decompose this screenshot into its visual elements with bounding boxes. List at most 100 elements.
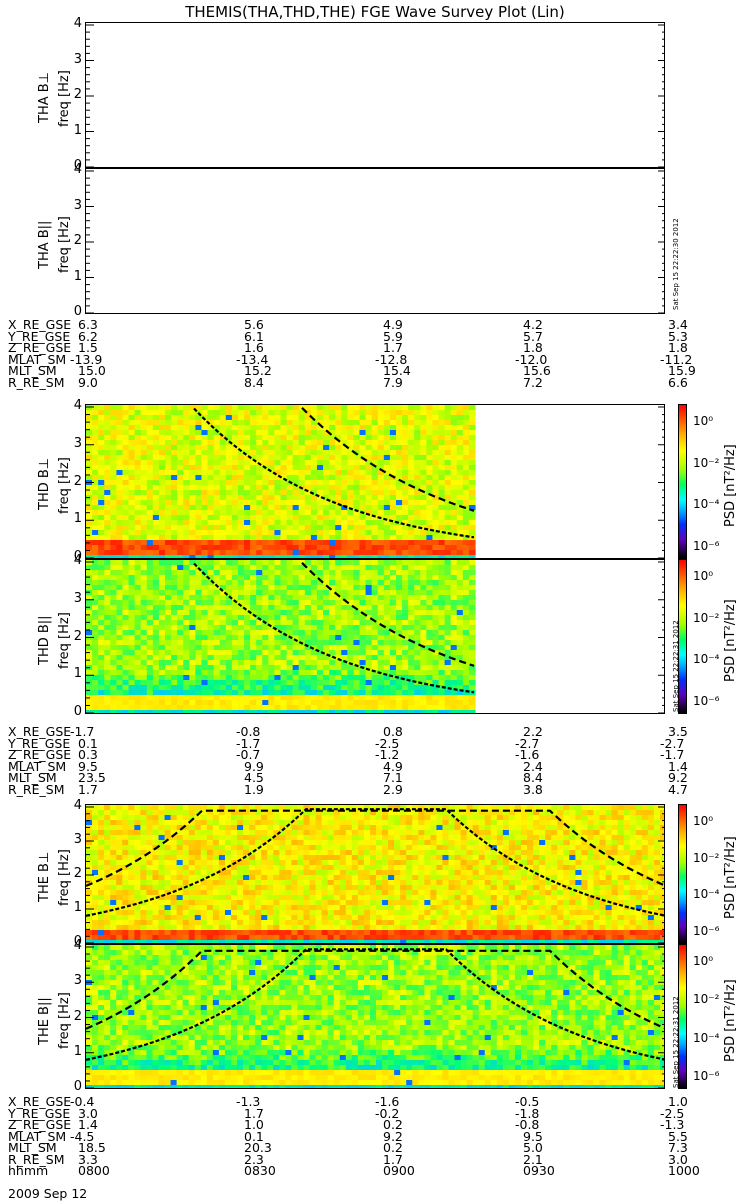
axis-unit-label: freq [Hz] xyxy=(57,992,72,1049)
ephemeris-value: 9.0 xyxy=(78,377,98,389)
axis-unit-label: freq [Hz] xyxy=(57,70,72,127)
panel-label: THA B|| xyxy=(37,221,52,269)
spectrogram-0 xyxy=(86,23,664,167)
spectrogram-5 xyxy=(86,945,664,1088)
panel-label: THD B⊥ xyxy=(37,457,52,509)
timestamp: Sat Sep 15 22:22:30 2012 xyxy=(672,218,680,310)
y-tick-label: 0 xyxy=(68,1079,82,1094)
colorbar-tick-label: 10⁻⁶ xyxy=(693,694,719,708)
ephemeris-value: 7.9 xyxy=(383,377,403,389)
ephemeris-label: R_RE_SM xyxy=(8,377,65,389)
ephemeris-value: 0830 xyxy=(244,1165,276,1177)
y-tick-label: 3 xyxy=(68,832,82,847)
spectrogram-panel-5 xyxy=(85,944,665,1089)
spectrogram-panel-4 xyxy=(85,804,665,944)
y-tick-label: 3 xyxy=(68,973,82,988)
spectrogram-panel-2 xyxy=(85,404,665,559)
ephemeris-value: 1.7 xyxy=(78,784,98,796)
colorbar-tick-label: 10⁻² xyxy=(693,992,719,1006)
y-tick-label: 4 xyxy=(68,553,82,568)
ephemeris-label: R_RE_SM xyxy=(8,784,65,796)
y-tick-label: 4 xyxy=(68,398,82,413)
plot-title: THEMIS(THA,THD,THE) FGE Wave Survey Plot… xyxy=(0,3,750,21)
colorbar-tick-label: 10⁰ xyxy=(693,569,713,583)
y-tick-label: 4 xyxy=(68,798,82,813)
date-label: 2009 Sep 12 xyxy=(8,1186,87,1201)
ephemeris-value: 7.2 xyxy=(523,377,543,389)
y-tick-label: 4 xyxy=(68,16,82,31)
colorbar-tick-label: 10⁻⁶ xyxy=(693,924,719,938)
ephemeris-value: 0930 xyxy=(523,1165,555,1177)
spectrogram-3 xyxy=(86,560,664,713)
spectrogram-1 xyxy=(86,169,664,313)
ephemeris-value: 6.6 xyxy=(668,377,688,389)
panel-label: THE B|| xyxy=(37,997,52,1045)
timestamp: Sat Sep 15 22:22:31 2012 xyxy=(672,996,680,1088)
colorbar-tick-label: 10⁻⁶ xyxy=(693,539,719,553)
ephemeris-value: 1000 xyxy=(668,1165,700,1177)
axis-unit-label: freq [Hz] xyxy=(57,457,72,514)
colorbar-0 xyxy=(678,404,687,559)
axis-unit-label: freq [Hz] xyxy=(57,612,72,669)
ephemeris-row: hhmm 0800 0830 0900 0930 1000 xyxy=(8,1165,720,1177)
colorbar-tick-label: 10⁰ xyxy=(693,414,713,428)
colorbar-tick-label: 10⁻⁴ xyxy=(693,497,719,511)
colorbar-tick-label: 10⁻⁴ xyxy=(693,652,719,666)
panel-label: THD B|| xyxy=(37,615,52,665)
panel-label: THE B⊥ xyxy=(37,852,52,902)
ephemeris-value: 4.7 xyxy=(668,784,688,796)
colorbar-title: PSD [nT²/Hz] xyxy=(723,979,738,1062)
ephemeris-row: MLAT_SM-13.9-13.4-12.8-12.0-11.2 xyxy=(8,354,720,366)
ephemeris-value: 0900 xyxy=(383,1165,415,1177)
ephemeris-value: 1.9 xyxy=(244,784,264,796)
timestamp: Sat Sep 15 22:22:31 2012 xyxy=(672,620,680,712)
axis-unit-label: freq [Hz] xyxy=(57,216,72,273)
y-tick-label: 3 xyxy=(68,591,82,606)
colorbar-tick-label: 10⁻² xyxy=(693,851,719,865)
spectrogram-panel-1 xyxy=(85,168,665,314)
ephemeris-row: R_RE_SM 1.7 1.9 2.9 3.8 4.7 xyxy=(8,784,720,796)
colorbar-tick-label: 10⁰ xyxy=(693,814,713,828)
colorbar-title: PSD [nT²/Hz] xyxy=(723,599,738,682)
ephemeris-row: R_RE_SM 9.0 8.4 7.9 7.2 6.6 xyxy=(8,377,720,389)
ephemeris-value: 0800 xyxy=(78,1165,110,1177)
colorbar-tick-label: 10⁻² xyxy=(693,456,719,470)
ephemeris-value: 2.9 xyxy=(383,784,403,796)
axis-unit-label: freq [Hz] xyxy=(57,849,72,906)
colorbar-tick-label: 10⁻⁶ xyxy=(693,1069,719,1083)
colorbar-tick-label: 10⁻⁴ xyxy=(693,1031,719,1045)
y-tick-label: 3 xyxy=(68,198,82,213)
spectrogram-panel-0 xyxy=(85,22,665,168)
y-tick-label: 3 xyxy=(68,436,82,451)
spectrogram-4 xyxy=(86,805,664,943)
colorbar-title: PSD [nT²/Hz] xyxy=(723,836,738,919)
y-tick-label: 4 xyxy=(68,938,82,953)
y-tick-label: 4 xyxy=(68,162,82,177)
colorbar-tick-label: 10⁰ xyxy=(693,954,713,968)
panel-label: THA B⊥ xyxy=(37,72,52,123)
colorbar-title: PSD [nT²/Hz] xyxy=(723,444,738,527)
ephemeris-label: hhmm xyxy=(8,1165,48,1177)
y-tick-label: 3 xyxy=(68,52,82,67)
ephemeris-value: 3.8 xyxy=(523,784,543,796)
spectrogram-2 xyxy=(86,405,664,558)
ephemeris-value: 8.4 xyxy=(244,377,264,389)
y-tick-label: 0 xyxy=(68,304,82,319)
